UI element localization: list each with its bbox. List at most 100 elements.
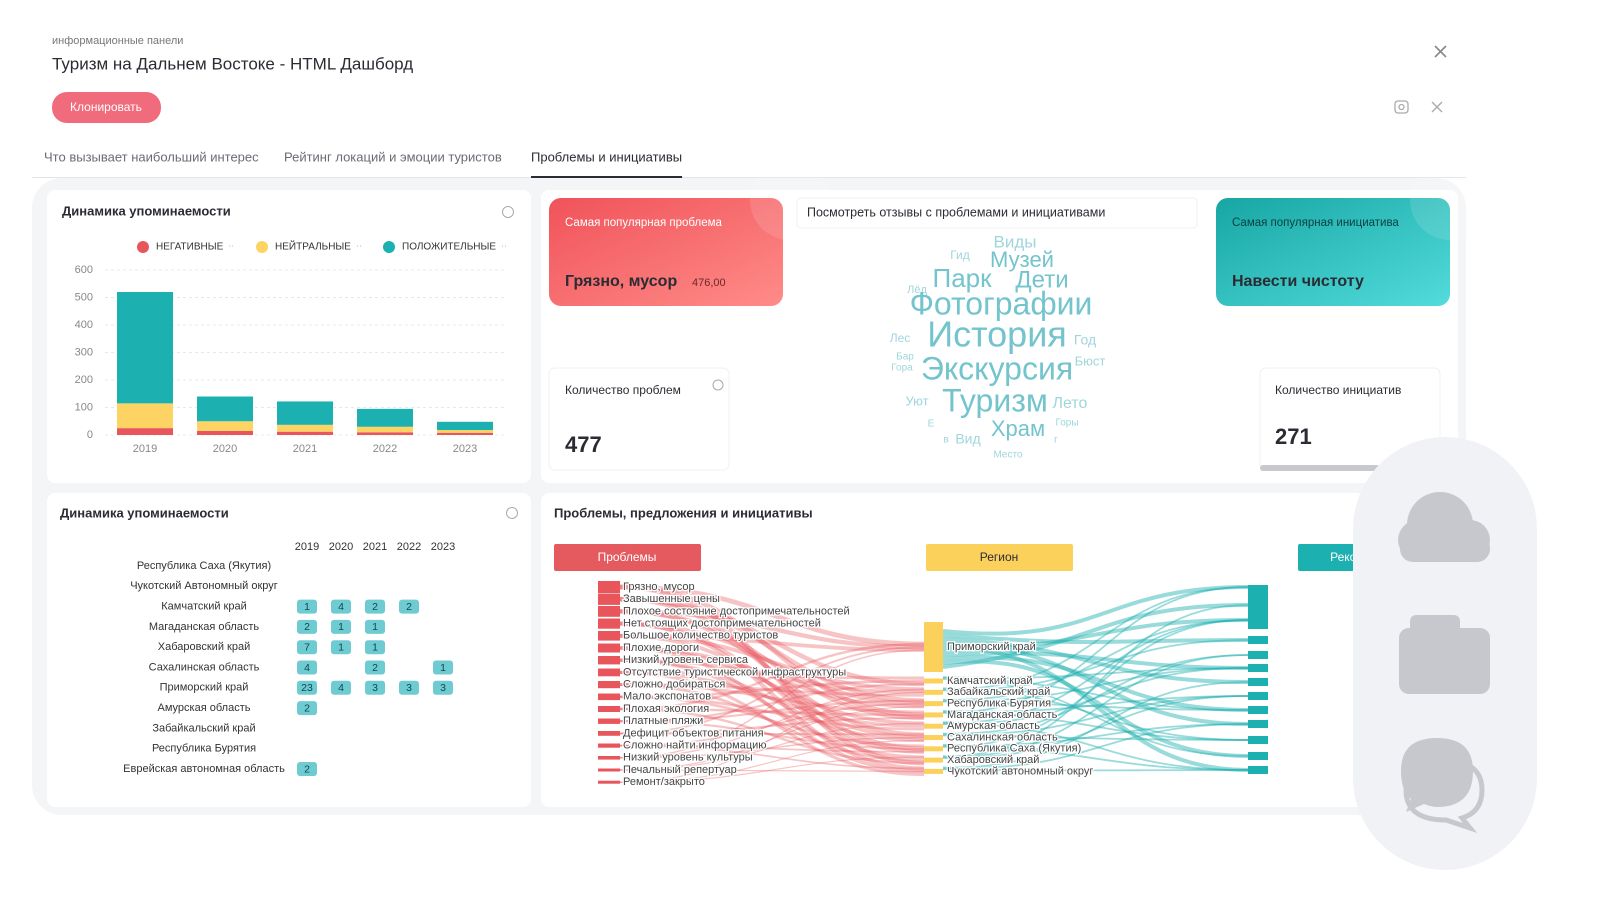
flow	[619, 683, 925, 697]
close-icon[interactable]	[1434, 45, 1447, 58]
reviews-link[interactable]: Посмотреть отзывы с проблемами и инициат…	[807, 205, 1105, 219]
cell-value: 1	[372, 641, 378, 653]
cloud-word[interactable]: Гид	[950, 248, 970, 262]
cloud-word[interactable]: Горы	[1055, 418, 1078, 429]
source-node	[598, 780, 620, 784]
bar-segment	[117, 403, 173, 429]
kpi-count: 476,00	[692, 277, 726, 289]
cloud-word[interactable]: Дети	[1015, 266, 1068, 293]
flow	[619, 769, 925, 772]
flow	[619, 706, 925, 771]
bar-segment	[437, 432, 493, 435]
column-header: 2019	[295, 541, 319, 553]
cloud-word[interactable]: Лёд	[907, 284, 927, 296]
chat-icon[interactable]	[1401, 738, 1485, 834]
flow	[942, 695, 1249, 713]
cloud-word[interactable]: Лето	[1053, 395, 1088, 412]
flow	[619, 670, 925, 680]
kpi-card	[1216, 198, 1450, 306]
column-header: 2023	[431, 541, 455, 553]
target-node	[1248, 752, 1268, 760]
tab[interactable]: Что вызывает наибольший интерес	[44, 149, 259, 164]
column-header: Проблемы	[598, 550, 657, 564]
target-node	[1248, 616, 1268, 624]
cloud-word[interactable]: Туризм	[942, 382, 1048, 418]
cloud-word[interactable]: Вид	[955, 431, 980, 447]
flows	[619, 584, 1249, 783]
clone-button-label[interactable]: Клонировать	[70, 100, 142, 114]
cloud-word[interactable]: Музей	[990, 247, 1054, 272]
clone-button[interactable]	[52, 92, 161, 123]
cloud-word[interactable]: в	[943, 435, 948, 446]
flow	[619, 695, 925, 748]
cell-value: 4	[304, 662, 310, 674]
cloud-word[interactable]: Экскурсия	[921, 350, 1073, 386]
scrollbar[interactable]	[1260, 465, 1380, 471]
region-label: Приморский край	[947, 641, 1036, 653]
cell-value: 23	[301, 682, 313, 694]
tab-underline	[531, 176, 683, 178]
cloud-word[interactable]: Место	[993, 450, 1022, 461]
cell-bg	[331, 680, 351, 695]
source-node	[598, 643, 620, 653]
collapse-icon[interactable]	[1431, 101, 1443, 113]
flow	[619, 695, 925, 731]
tab[interactable]: Рейтинг локаций и эмоции туристов	[284, 149, 502, 164]
flow	[619, 720, 925, 750]
cloud-word[interactable]: Лес	[890, 331, 911, 345]
cloud-word[interactable]: Уют	[905, 393, 928, 408]
flow	[619, 707, 925, 765]
source-label: Низкий уровень сервиса	[623, 654, 749, 666]
info-icon[interactable]	[712, 379, 724, 391]
region-node	[924, 768, 943, 774]
x-tick-label: 2023	[453, 443, 477, 455]
cell-bg	[365, 599, 385, 614]
cloud-word[interactable]: История	[927, 314, 1067, 355]
region-node	[924, 622, 943, 672]
cloud-word[interactable]: Е	[928, 419, 935, 430]
tab[interactable]: Проблемы и инициативы	[531, 149, 682, 164]
info-icon[interactable]	[502, 206, 514, 218]
flow	[942, 645, 1249, 772]
cloud-word[interactable]: Виды	[994, 232, 1037, 251]
info-icon[interactable]	[506, 507, 518, 519]
flow	[942, 723, 1249, 747]
region-node	[924, 723, 943, 729]
cloud-word[interactable]: Гора	[891, 363, 913, 374]
cell-value: 1	[304, 601, 310, 613]
flow	[619, 633, 925, 740]
cloud-word[interactable]: г	[1054, 435, 1058, 446]
source-node	[598, 581, 620, 593]
source-label: Плохое состояние достопримечательностей	[623, 605, 850, 617]
x-tick-label: 2021	[293, 443, 317, 455]
flow	[619, 646, 925, 709]
legend-menu: ··	[501, 240, 507, 250]
flow	[942, 723, 1249, 770]
cell-bg	[433, 660, 453, 675]
source-label: Отсутствие туристической инфраструктуры	[623, 666, 846, 678]
cloud-word[interactable]: Бюст	[1075, 353, 1106, 368]
source-node	[598, 668, 620, 677]
cloud-word[interactable]: Бар	[896, 352, 914, 363]
cloud-word[interactable]: Парк	[933, 263, 993, 293]
cloud-word[interactable]: Храм	[991, 416, 1045, 441]
reviews-link-box[interactable]	[796, 197, 1198, 229]
bar-chart: 0 100 200 300 400 500 600 НЕГАТИВНЫЕ ·· НЕЙТРАЛЬН…	[75, 240, 507, 455]
target-node	[1248, 692, 1268, 700]
cloud-word[interactable]: Фотографии	[910, 285, 1093, 321]
flow	[942, 633, 1249, 645]
cloud-icon[interactable]	[1398, 492, 1490, 562]
count-value: 271	[1275, 424, 1312, 449]
cloud-word[interactable]: Год	[1074, 332, 1096, 348]
source-label: Плохая экология	[623, 703, 709, 715]
flow	[619, 621, 925, 706]
y-tick-label: 200	[75, 374, 93, 386]
flow	[942, 678, 1249, 757]
x-tick-label: 2022	[373, 443, 397, 455]
breadcrumb: информационные панели	[52, 35, 183, 47]
column-header: 2020	[329, 541, 353, 553]
cell-bg	[365, 640, 385, 655]
screenshot-icon[interactable]	[1394, 100, 1409, 114]
folder-icon[interactable]	[1399, 615, 1490, 694]
